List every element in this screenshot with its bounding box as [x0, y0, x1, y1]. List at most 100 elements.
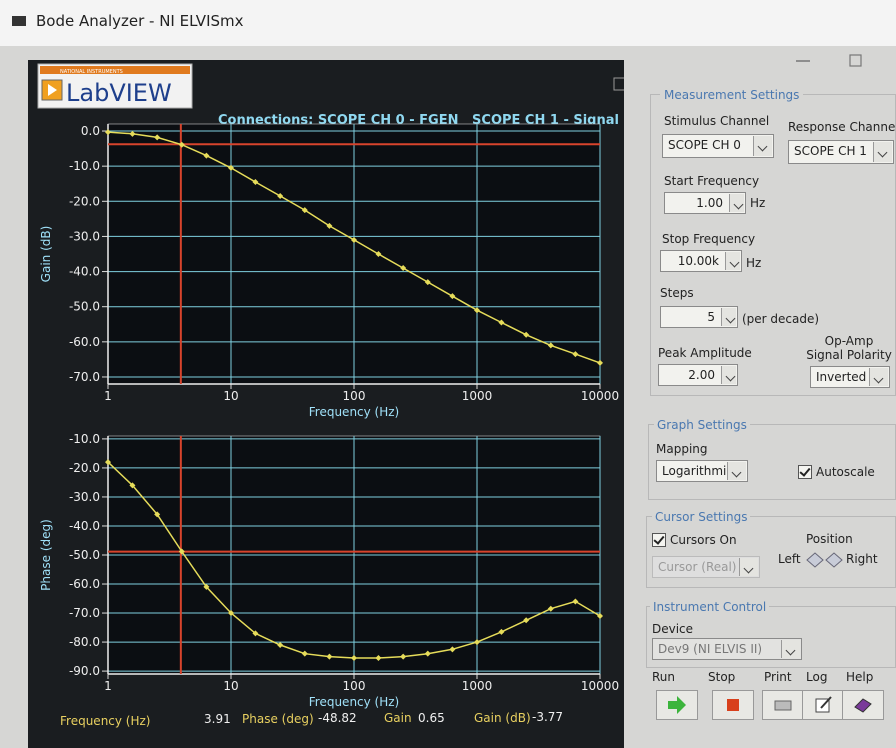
unit-label: Hz: [750, 196, 765, 210]
readout-value: -48.82: [318, 711, 357, 725]
dropdown-value: SCOPE CH 0: [668, 138, 741, 152]
spinner: [725, 252, 740, 270]
dropdown-arrow: [739, 558, 758, 576]
window-controls: [780, 46, 890, 76]
stimulus-dropdown[interactable]: SCOPE CH 0: [662, 134, 774, 158]
readout-value: 0.65: [418, 711, 445, 725]
readout-value: -3.77: [532, 710, 563, 724]
dropdown-value: Logarithmic: [662, 464, 733, 478]
x-tick-label: 10: [223, 679, 238, 693]
y-tick-label: -10.0: [69, 159, 100, 173]
input-value: 10.00k: [678, 254, 719, 268]
x-tick-label: 1000: [462, 679, 493, 693]
field-label: Mapping: [656, 442, 708, 456]
logo-company: NATIONAL INSTRUMENTS: [60, 69, 123, 75]
start-frequency-input[interactable]: 1.00: [664, 192, 746, 214]
stop-button[interactable]: [712, 690, 754, 720]
y-tick-label: 0.0: [81, 124, 100, 138]
readout-label: Gain: [384, 711, 412, 725]
help-icon: [843, 691, 883, 719]
dropdown-value: Inverted: [816, 370, 866, 384]
dropdown-arrow: [873, 142, 892, 162]
dropdown-value: SCOPE CH 1: [794, 144, 867, 158]
cursor-position-buttons: [806, 552, 846, 568]
cursor-left-button[interactable]: [807, 553, 823, 567]
field-label: Op-Amp Signal Polarity: [806, 334, 892, 362]
button-label: Help: [846, 670, 873, 684]
field-label: Steps: [660, 286, 694, 300]
x-tick-label: 10000: [581, 389, 619, 403]
dropdown-value: Cursor (Real): [658, 560, 737, 574]
y-tick-label: -50.0: [69, 300, 100, 314]
mapping-dropdown[interactable]: Logarithmic: [656, 460, 748, 482]
device-dropdown[interactable]: Dev9 (NI ELVIS II): [652, 638, 802, 660]
readout-label: Frequency (Hz): [60, 714, 151, 728]
button-label: Print: [764, 670, 792, 684]
dropdown-arrow: [869, 368, 888, 386]
y-tick-label: -30.0: [69, 229, 100, 243]
spinner: [721, 366, 736, 384]
x-tick-label: 1: [104, 679, 112, 693]
group-title: Measurement Settings: [660, 88, 803, 102]
stop-icon: [713, 691, 753, 719]
group-title: Graph Settings: [654, 418, 750, 432]
field-label: Peak Amplitude: [658, 346, 752, 360]
dropdown-arrow: [727, 462, 746, 480]
y-tick-label: -40.0: [69, 519, 100, 533]
checkbox-label: Autoscale: [816, 465, 875, 479]
y-tick-label: -70.0: [69, 606, 100, 620]
group-title: Cursor Settings: [652, 510, 750, 524]
x-tick-label: 10000: [581, 679, 619, 693]
cursor-right-button[interactable]: [826, 553, 842, 567]
field-label: Left: [778, 552, 801, 566]
y-tick-label: -30.0: [69, 490, 100, 504]
x-tick-label: 1: [104, 389, 112, 403]
y-tick-label: -40.0: [69, 265, 100, 279]
autoscale-checkbox[interactable]: [798, 465, 812, 479]
readout-label: Gain (dB): [474, 711, 531, 725]
button-label: Log: [806, 670, 827, 684]
stop-square: [727, 699, 739, 711]
checkbox-label: Cursors On: [670, 533, 737, 547]
help-button[interactable]: [842, 690, 884, 720]
x-tick-label: 100: [343, 679, 366, 693]
x-tick-label: 100: [343, 389, 366, 403]
printer: [775, 701, 791, 710]
print-button[interactable]: [762, 690, 804, 720]
button-label: Stop: [708, 670, 735, 684]
run-icon: [657, 691, 697, 719]
y-tick-label: -60.0: [69, 335, 100, 349]
y-tick-label: -10.0: [69, 432, 100, 446]
print-icon: [763, 691, 803, 719]
run-arrow: [668, 696, 686, 714]
dropdown-arrow: [753, 136, 772, 156]
response-dropdown[interactable]: SCOPE CH 1: [788, 140, 894, 164]
dropdown-value: Dev9 (NI ELVIS II): [658, 642, 762, 656]
log-icon: [803, 691, 843, 719]
polarity-dropdown[interactable]: Inverted: [810, 366, 890, 388]
button-label: Run: [652, 670, 675, 684]
x-axis-label: Frequency (Hz): [309, 405, 400, 419]
y-axis-label: Gain (dB): [39, 226, 53, 283]
run-button[interactable]: [656, 690, 698, 720]
log-button[interactable]: [802, 690, 844, 720]
field-label: Response Channel: [788, 120, 896, 134]
y-tick-label: -60.0: [69, 577, 100, 591]
input-value: 5: [707, 310, 715, 324]
maximize-button[interactable]: [850, 55, 861, 66]
amplitude-input[interactable]: 2.00: [658, 364, 738, 386]
y-tick-label: -80.0: [69, 635, 100, 649]
dropdown-arrow: [781, 640, 800, 658]
help-book: [855, 699, 871, 712]
input-value: 1.00: [696, 196, 723, 210]
readout-label: Phase (deg): [242, 712, 314, 726]
x-axis-label: Frequency (Hz): [309, 695, 400, 709]
steps-input[interactable]: 5: [660, 306, 738, 328]
field-label: Right: [846, 552, 878, 566]
cursors-checkbox[interactable]: [652, 533, 666, 547]
cursor-mode-dropdown[interactable]: Cursor (Real): [652, 556, 760, 578]
y-tick-label: -20.0: [69, 461, 100, 475]
stop-frequency-input[interactable]: 10.00k: [660, 250, 742, 272]
y-tick-label: -50.0: [69, 548, 100, 562]
field-label: Position: [806, 532, 853, 546]
